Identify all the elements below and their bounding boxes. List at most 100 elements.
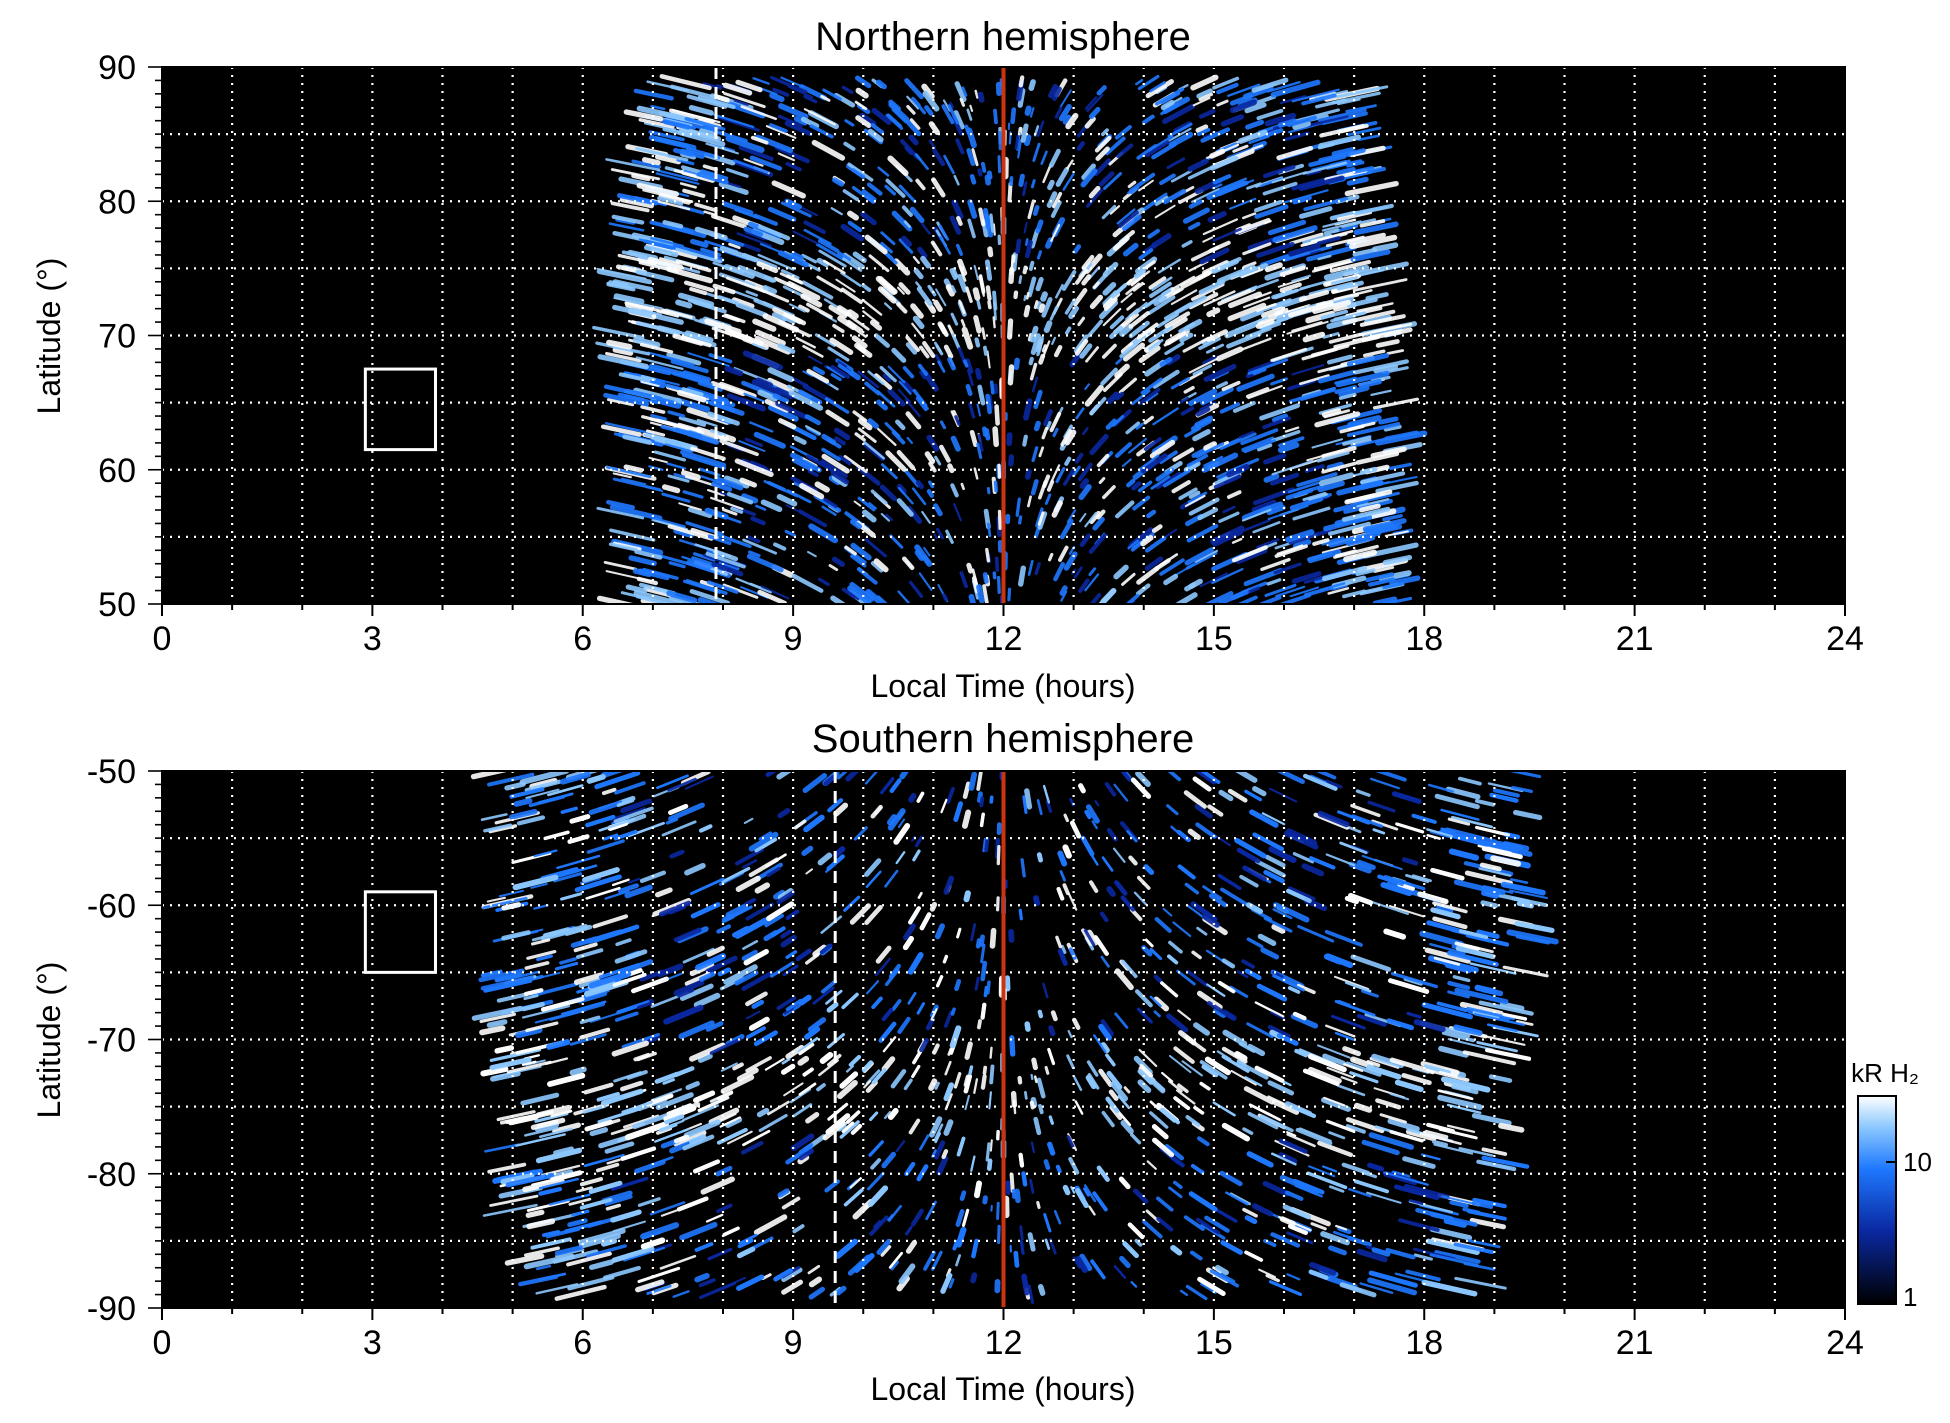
emission-streak (1221, 1122, 1250, 1142)
emission-streak (1211, 568, 1244, 585)
emission-streak (841, 587, 856, 599)
emission-streak (1325, 1024, 1356, 1038)
emission-streak (1092, 1191, 1108, 1212)
emission-streak (772, 393, 790, 404)
emission-streak (643, 121, 677, 131)
emission-streak (725, 313, 746, 324)
emission-streak (1159, 450, 1178, 464)
emission-streak (931, 1250, 943, 1271)
emission-streak (554, 1245, 583, 1256)
emission-streak (1164, 341, 1185, 356)
emission-streak (1480, 900, 1499, 909)
emission-streak (1288, 300, 1334, 318)
emission-streak (905, 342, 918, 355)
emission-streak (675, 299, 693, 309)
emission-streak (1074, 452, 1084, 464)
emission-streak (1188, 199, 1204, 209)
emission-streak (1466, 1239, 1501, 1249)
emission-streak (1511, 896, 1548, 908)
emission-streak (1303, 575, 1324, 584)
emission-streak (1353, 261, 1409, 277)
emission-streak (777, 418, 797, 430)
emission-streak (1159, 558, 1185, 576)
emission-streak (658, 1122, 678, 1133)
emission-streak (1292, 1011, 1307, 1021)
emission-streak (1193, 1022, 1210, 1036)
emission-streak (887, 388, 906, 407)
emission-streak (543, 927, 570, 938)
emission-streak (1020, 858, 1026, 878)
emission-streak (662, 220, 684, 229)
emission-streak (546, 1039, 571, 1050)
emission-streak (857, 427, 877, 443)
emission-streak (919, 912, 932, 931)
emission-streak (1023, 134, 1032, 147)
emission-streak (803, 814, 825, 833)
emission-streak (1334, 1031, 1356, 1042)
emission-streak (1268, 1280, 1303, 1297)
emission-streak (509, 808, 538, 820)
emission-streak (845, 1065, 855, 1073)
emission-streak (1089, 396, 1107, 416)
emission-streak (542, 1230, 561, 1237)
emission-streak (1199, 1081, 1211, 1091)
emission-streak (524, 779, 562, 793)
emission-streak (1215, 1264, 1229, 1276)
emission-streak (1135, 422, 1144, 430)
emission-streak (623, 1246, 666, 1262)
emission-streak (1082, 427, 1089, 436)
emission-streak (875, 945, 892, 964)
emission-streak (1036, 852, 1043, 863)
emission-streak (1334, 1000, 1376, 1017)
emission-streak (1036, 1077, 1046, 1099)
emission-streak (893, 258, 911, 276)
emission-streak (1224, 319, 1264, 339)
emission-streak (479, 1012, 517, 1024)
emission-streak (707, 534, 732, 546)
emission-streak (946, 786, 955, 804)
emission-streak (1064, 456, 1072, 466)
emission-streak (760, 288, 790, 303)
emission-streak (1220, 887, 1248, 906)
emission-streak (932, 1043, 940, 1055)
emission-streak (738, 1233, 758, 1245)
emission-streak (1186, 453, 1209, 468)
emission-streak (612, 1220, 646, 1233)
emission-streak (751, 999, 765, 1009)
emission-streak (1306, 169, 1322, 176)
emission-streak (1208, 240, 1231, 253)
emission-streak (1341, 1162, 1371, 1176)
emission-streak (1256, 983, 1288, 1002)
emission-streak (917, 246, 928, 259)
emission-streak (849, 1177, 862, 1189)
emission-streak (689, 1042, 726, 1062)
emission-streak (569, 1066, 587, 1076)
emission-streak (1177, 1083, 1189, 1094)
emission-streak (1100, 1042, 1110, 1054)
emission-streak (809, 124, 834, 139)
emission-streak (1116, 208, 1136, 225)
emission-streak (1336, 280, 1364, 291)
emission-streak (1398, 1218, 1440, 1232)
emission-streak (1079, 1253, 1093, 1272)
emission-streak (927, 284, 937, 297)
emission-streak (721, 905, 753, 923)
emission-streak (509, 787, 545, 799)
emission-streak (1454, 941, 1480, 951)
emission-streak (1021, 1171, 1028, 1187)
emission-streak (1511, 785, 1533, 794)
emission-streak (773, 1268, 793, 1282)
emission-streak (1017, 1075, 1023, 1085)
emission-streak (1007, 587, 1012, 602)
emission-streak (712, 283, 736, 295)
emission-streak (647, 256, 684, 271)
emission-streak (1314, 411, 1361, 428)
emission-streak (1202, 355, 1217, 365)
emission-streak (704, 318, 742, 335)
emission-streak (853, 1253, 875, 1273)
emission-streak (1262, 181, 1298, 196)
emission-streak (1078, 578, 1090, 593)
emission-streak (950, 285, 957, 294)
emission-streak (618, 883, 639, 894)
emission-streak (1195, 1217, 1221, 1235)
